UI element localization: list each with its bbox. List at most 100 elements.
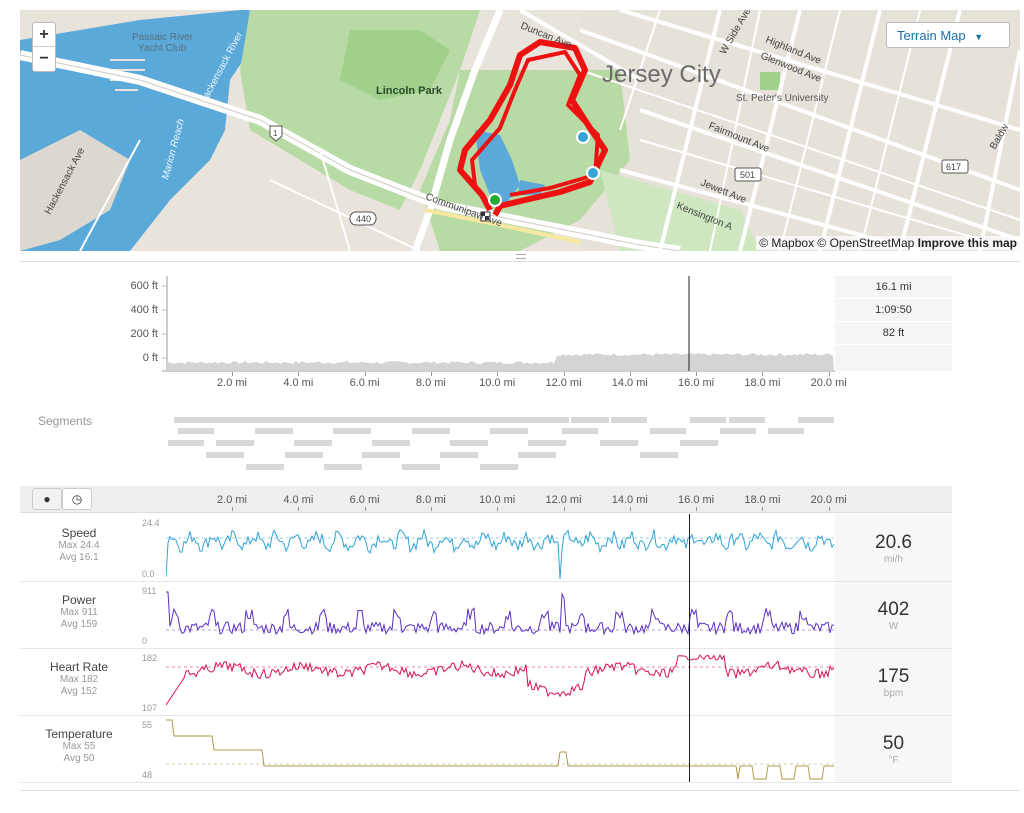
stream-chart-temp[interactable] [166,716,836,782]
segment-bar[interactable] [174,417,569,423]
segment-bar[interactable] [246,464,284,470]
segment-bar[interactable] [798,417,834,423]
stream-chart-hr[interactable] [166,649,836,715]
grip-icon [516,254,526,259]
stream-avg: Avg 159 [60,619,98,630]
stream-ymax: 911 [142,586,157,596]
segment-bar[interactable] [206,452,244,458]
stream-line [166,591,834,636]
map-label-jersey-city: Jersey City [602,61,721,88]
x-tick-label: 8.0 mi [415,494,446,506]
segment-bar[interactable] [562,428,598,434]
stream-line [166,719,834,780]
segment-bar[interactable] [324,464,362,470]
stream-chart-power[interactable] [166,582,836,648]
segment-bar[interactable] [178,428,214,434]
terrain-map-dropdown[interactable]: Terrain Map ▼ [886,22,1010,48]
map-label-passaic: Passaic River [132,32,194,43]
segment-bar[interactable] [480,464,518,470]
segment-bar[interactable] [729,417,765,423]
stream-label: Power Max 911 Avg 159 [20,593,138,631]
x-tick-mark [563,372,565,376]
zoom-out-button[interactable]: − [39,50,49,67]
segment-bar[interactable] [402,464,440,470]
elev-tick-200: 200 ft [130,328,158,340]
zoom-in-button[interactable]: + [33,23,55,47]
x-tick-mark [696,372,698,376]
segment-bar[interactable] [768,428,804,434]
stream-title: Power [61,593,96,607]
elevation-chart[interactable] [162,276,836,372]
attribution-text: © Mapbox © OpenStreetMap [759,236,915,250]
segment-bar[interactable] [168,440,204,446]
route-map[interactable]: Passaic River Yacht Club Hackensack Rive… [20,10,1020,251]
x-tick-label: 18.0 mi [744,494,781,506]
stream-chart-speed[interactable] [166,514,836,581]
segment-bar[interactable] [680,440,718,446]
stream-ymin: 107 [142,703,158,713]
x-tick-label: 14.0 mi [611,377,648,389]
x-tick-label: 16.0 mi [678,494,715,506]
segment-bar[interactable] [294,440,332,446]
stream-value: 402 [877,599,910,620]
segment-bar[interactable] [650,428,686,434]
segment-bar[interactable] [720,428,756,434]
segment-bar[interactable] [412,428,450,434]
elevation-x-axis: 2.0 mi 4.0 mi 6.0 mi 8.0 mi 10.0 mi 12.0 mi 14… [162,372,847,391]
map-pin-button[interactable]: ● [32,488,62,510]
segment-bar[interactable] [518,452,556,458]
segment-bar[interactable] [255,428,293,434]
map-tiles: Passaic River Yacht Club Hackensack Rive… [20,10,1020,251]
segment-bar[interactable] [216,440,254,446]
stream-avg: Avg 16.1 [59,552,99,563]
stream-label: Temperature Max 55 Avg 50 [20,727,138,765]
stream-value: 175 [877,666,910,687]
segment-bar[interactable] [571,417,609,423]
zoom-control: + − [32,22,56,72]
stream-value: 50 [882,733,905,754]
stream-avg: Avg 50 [63,753,95,764]
segment-bar[interactable] [333,428,371,434]
segment-bar[interactable] [285,452,323,458]
stream-title: Heart Rate [49,660,109,674]
segment-bar[interactable] [600,440,638,446]
stream-cursor [689,514,690,782]
stream-max: Max 24.4 [58,540,100,551]
stream-ymax: 55 [142,720,153,730]
x-tick-mark [762,372,764,376]
x-tick-label: 14.0 mi [611,494,648,506]
segment-bar[interactable] [440,452,478,458]
clock-icon: ◷ [71,492,83,506]
segment-bar[interactable] [528,440,566,446]
x-tick-label: 20.0 mi [810,494,847,506]
x-tick-label: 10.0 mi [479,377,516,389]
x-tick-mark [629,507,631,511]
map-label-lincoln-park: Lincoln Park [376,85,443,97]
map-label-yacht: Yacht Club [138,43,187,54]
stream-unit: °F [888,755,899,766]
stat-blank [835,345,952,372]
stream-current: 20.6 mi/h [835,514,952,581]
stream-unit: bpm [883,688,904,699]
map-attribution: © Mapbox © OpenStreetMap Improve this ma… [756,236,1020,250]
improve-map-link[interactable]: Improve this map [917,236,1017,250]
elev-tick-400: 400 ft [130,304,158,316]
stream-ymin: 0 [142,636,148,646]
x-tick-mark [762,507,764,511]
terrain-map-label: Terrain Map [897,28,966,43]
segment-bar[interactable] [362,452,400,458]
segment-bar[interactable] [640,452,678,458]
segment-bar[interactable] [490,428,528,434]
segment-bar[interactable] [611,417,647,423]
clock-button[interactable]: ◷ [62,488,92,510]
segment-bar[interactable] [450,440,488,446]
stream-row-speed[interactable]: Speed Max 24.4 Avg 16.1 24.4 0.0 20.6 mi… [20,514,952,582]
stat-distance: 16.1 mi [835,276,952,299]
panel-resize-handle[interactable] [20,251,1020,262]
stream-title: Speed [61,526,97,540]
stream-row-power[interactable]: Power Max 911 Avg 159 911 0 402 W [20,582,952,649]
stream-row-temp[interactable]: Temperature Max 55 Avg 50 55 48 50 °F [20,716,952,783]
segment-bar[interactable] [372,440,410,446]
stream-row-hr[interactable]: Heart Rate Max 182 Avg 152 182 107 175 b… [20,649,952,716]
segment-bar[interactable] [690,417,726,423]
